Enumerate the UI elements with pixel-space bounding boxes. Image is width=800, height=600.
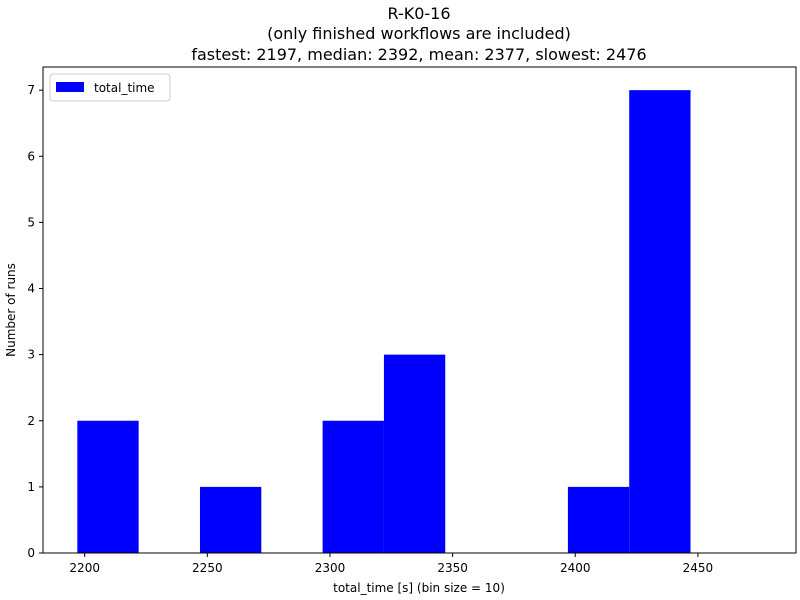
- chart-title: R-K0-16 (only finished workflows are inc…: [191, 4, 646, 64]
- x-tick-label-5: 2450: [683, 561, 714, 575]
- y-tick-label-3: 3: [27, 348, 35, 362]
- x-tick-label-2: 2300: [315, 561, 346, 575]
- y-tick-label-7: 7: [27, 83, 35, 97]
- x-tick-label-3: 2350: [437, 561, 468, 575]
- legend-swatch: [56, 82, 84, 92]
- y-axis: 0 1 2 3 4 5 6 7: [27, 83, 43, 560]
- y-tick-label-4: 4: [27, 282, 35, 296]
- chart-title-line-1: R-K0-16: [387, 4, 450, 23]
- y-tick-label-5: 5: [27, 215, 35, 229]
- plot-frame: [42, 66, 797, 554]
- histogram-bar-5: [383, 354, 446, 553]
- x-axis: 2200 2250 2300 2350 2400 2450: [69, 553, 713, 575]
- y-tick-label-1: 1: [27, 480, 35, 494]
- legend-box: [49, 73, 171, 102]
- histogram-bar-9: [629, 90, 691, 554]
- histogram-bar-4: [322, 420, 384, 553]
- bars-group: [77, 90, 691, 554]
- x-tick-label-0: 2200: [69, 561, 100, 575]
- x-axis-label: total_time [s] (bin size = 10): [333, 581, 505, 595]
- x-tick-label-1: 2250: [192, 561, 223, 575]
- y-tick-label-6: 6: [27, 149, 35, 163]
- histogram-bar-8: [567, 486, 630, 553]
- y-tick-label-2: 2: [27, 414, 35, 428]
- histogram-bar-0: [77, 420, 139, 553]
- chart-title-line-2: (only finished workflows are included): [267, 24, 571, 43]
- x-tick-label-4: 2400: [560, 561, 591, 575]
- histogram-bar-2: [199, 486, 262, 553]
- legend-label: total_time: [94, 81, 155, 95]
- y-tick-label-0: 0: [27, 546, 35, 560]
- chart-title-line-3: fastest: 2197, median: 2392, mean: 2377,…: [191, 45, 646, 64]
- y-axis-label: Number of runs: [4, 263, 18, 357]
- legend: total_time: [49, 73, 171, 102]
